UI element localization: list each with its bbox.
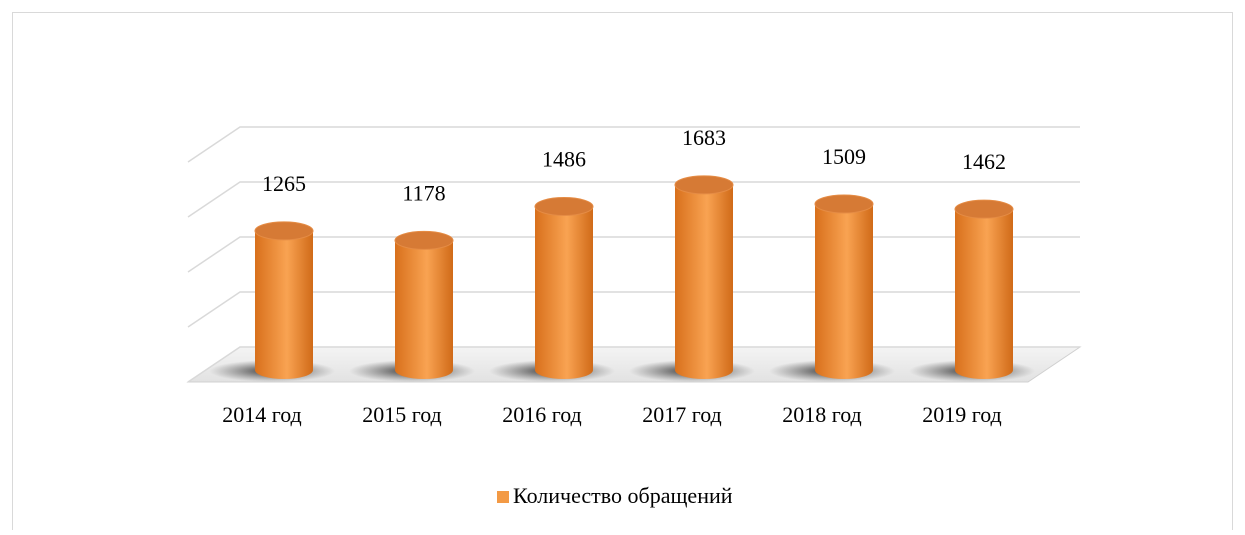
bar-top	[534, 197, 594, 217]
value-label: 1683	[682, 125, 726, 150]
x-tick-label: 2016 год	[502, 402, 582, 427]
legend-label: Количество обращений	[513, 483, 733, 508]
bar-top	[814, 194, 874, 214]
x-tick-label: 2017 год	[642, 402, 722, 427]
bar	[395, 240, 453, 379]
grid-line	[187, 126, 1080, 163]
bar-top	[674, 175, 734, 195]
value-label: 1462	[962, 149, 1006, 174]
grid-line	[187, 181, 1080, 218]
grid-line	[187, 291, 1080, 328]
x-tick-label: 2018 год	[782, 402, 862, 427]
value-label: 1178	[402, 180, 445, 205]
x-tick-label: 2015 год	[362, 402, 442, 427]
bar	[815, 204, 873, 379]
value-label: 1486	[542, 147, 586, 172]
x-tick-label: 2019 год	[922, 402, 1002, 427]
bar	[955, 209, 1013, 379]
value-label: 1509	[822, 144, 866, 169]
grid-line	[187, 346, 1080, 383]
bar-top	[394, 230, 454, 250]
bar	[255, 230, 313, 379]
value-label: 1265	[262, 171, 306, 196]
x-tick-label: 2014 год	[222, 402, 302, 427]
grid-line	[187, 236, 1080, 273]
bar-top	[954, 199, 1014, 219]
bar	[675, 184, 733, 379]
chart-frame	[12, 12, 1233, 535]
legend-swatch	[497, 491, 509, 503]
bar-top	[254, 221, 314, 241]
bar	[535, 206, 593, 379]
